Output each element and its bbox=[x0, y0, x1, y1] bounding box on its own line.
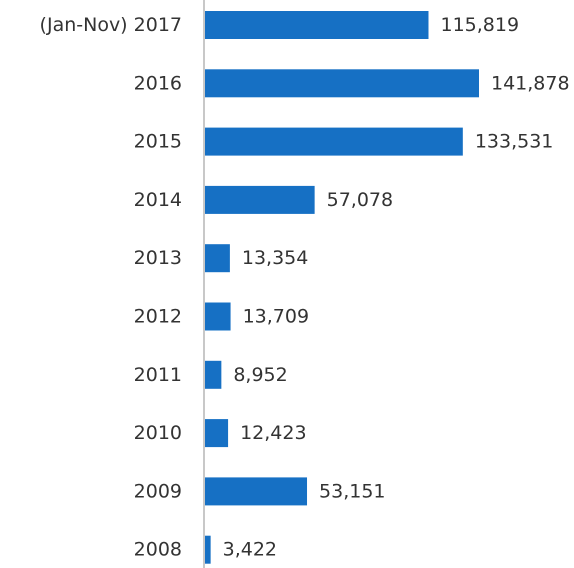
bar bbox=[204, 244, 230, 273]
bar bbox=[204, 419, 229, 448]
value-labels: 115,819 141,878 133,531 57,078 13,354 13,709 8… bbox=[223, 14, 570, 561]
category-labels: (Jan-Nov) 2017 2016 2015 2014 2013 2012 2011 20… bbox=[40, 14, 182, 561]
bar bbox=[204, 69, 479, 98]
value-label: 13,709 bbox=[243, 306, 309, 328]
bar bbox=[204, 127, 463, 156]
value-label: 115,819 bbox=[440, 14, 519, 36]
value-label: 141,878 bbox=[491, 72, 570, 94]
value-label: 13,354 bbox=[242, 247, 308, 269]
value-label: 12,423 bbox=[240, 422, 306, 444]
category-label: 2013 bbox=[134, 247, 182, 269]
value-label: 133,531 bbox=[475, 131, 554, 153]
value-label: 53,151 bbox=[319, 480, 385, 502]
bar bbox=[204, 185, 315, 214]
bar bbox=[204, 11, 429, 39]
category-label: (Jan-Nov) 2017 bbox=[40, 14, 182, 36]
category-label: 2009 bbox=[134, 480, 182, 502]
category-label: 2011 bbox=[134, 364, 182, 386]
category-label: 2014 bbox=[134, 189, 182, 211]
bar bbox=[204, 302, 231, 331]
category-label: 2008 bbox=[134, 539, 182, 561]
value-label: 8,952 bbox=[233, 364, 287, 386]
category-label: 2010 bbox=[134, 422, 182, 444]
bar bbox=[204, 360, 222, 389]
value-label: 57,078 bbox=[327, 189, 393, 211]
bars-layer bbox=[204, 11, 479, 564]
category-label: 2015 bbox=[134, 131, 182, 153]
bar bbox=[204, 535, 211, 564]
category-label: 2016 bbox=[134, 72, 182, 94]
bar bbox=[204, 477, 308, 506]
value-label: 3,422 bbox=[223, 539, 277, 561]
category-label: 2012 bbox=[134, 306, 182, 328]
